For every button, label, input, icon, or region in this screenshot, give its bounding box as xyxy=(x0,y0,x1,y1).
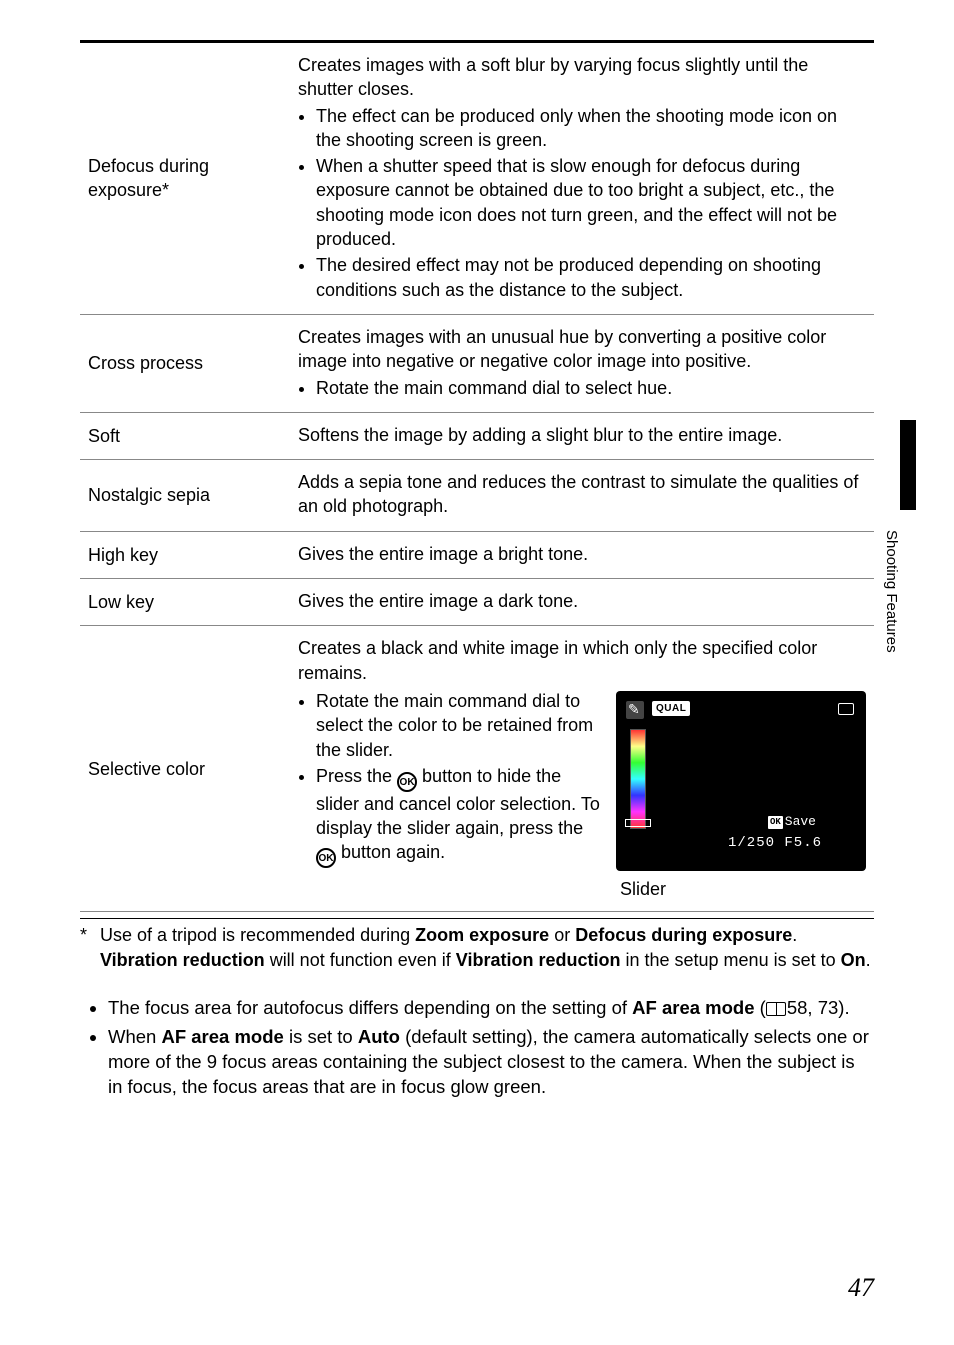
mode-description: Softens the image by adding a slight blu… xyxy=(290,412,874,459)
footnote-body: Use of a tripod is recommended during Zo… xyxy=(100,923,874,972)
slider-caption: Slider xyxy=(620,877,866,901)
mode-description: Creates images with a soft blur by varyi… xyxy=(290,42,874,315)
ok-save-label: OKSave xyxy=(768,813,816,831)
table-row: Selective colorCreates a black and white… xyxy=(80,626,874,912)
page-number: 47 xyxy=(848,1273,874,1303)
modes-table: Defocus during exposure*Creates images w… xyxy=(80,40,874,912)
mode-label: High key xyxy=(80,531,290,578)
book-icon xyxy=(766,1002,786,1016)
table-row: Low keyGives the entire image a dark ton… xyxy=(80,579,874,626)
table-row: SoftSoftens the image by adding a slight… xyxy=(80,412,874,459)
list-item: Rotate the main command dial to select t… xyxy=(316,689,604,762)
body-bullet-2: When AF area mode is set to Auto (defaul… xyxy=(108,1025,874,1100)
qual-badge: QUAL xyxy=(652,701,690,717)
mode-label: Soft xyxy=(80,412,290,459)
camera-screen: QUAL OKSave 1/250 F5.6 xyxy=(616,691,866,871)
list-item: Press the OK button to hide the slider a… xyxy=(316,764,604,869)
mode-label: Nostalgic sepia xyxy=(80,460,290,532)
table-row: Nostalgic sepiaAdds a sepia tone and red… xyxy=(80,460,874,532)
body-bullet-1: The focus area for autofocus differs dep… xyxy=(108,996,874,1021)
mode-description: Creates a black and white image in which… xyxy=(290,626,874,912)
footnote: * Use of a tripod is recommended during … xyxy=(80,918,874,972)
list-item: When a shutter speed that is slow enough… xyxy=(316,154,866,251)
mode-description: Gives the entire image a bright tone. xyxy=(290,531,874,578)
color-slider xyxy=(630,729,646,829)
table-row: Cross processCreates images with an unus… xyxy=(80,314,874,412)
section-indicator xyxy=(900,420,916,510)
footnote-star: * xyxy=(80,923,100,972)
mode-label: Defocus during exposure* xyxy=(80,42,290,315)
slider-thumb xyxy=(625,819,651,827)
mode-label: Selective color xyxy=(80,626,290,912)
mode-description: Adds a sepia tone and reduces the contra… xyxy=(290,460,874,532)
mode-label: Cross process xyxy=(80,314,290,412)
ok-icon: OK xyxy=(316,848,336,868)
body-bullets: The focus area for autofocus differs dep… xyxy=(80,996,874,1100)
exposure-readout: 1/250 F5.6 xyxy=(728,834,822,853)
mode-description: Creates images with an unusual hue by co… xyxy=(290,314,874,412)
list-item: The desired effect may not be produced d… xyxy=(316,253,866,302)
brush-icon xyxy=(626,701,644,719)
table-row: High keyGives the entire image a bright … xyxy=(80,531,874,578)
card-icon xyxy=(838,703,854,715)
slider-figure: QUAL OKSave 1/250 F5.6 Slider xyxy=(616,687,866,901)
list-item: Rotate the main command dial to select h… xyxy=(316,376,866,400)
mode-description: Gives the entire image a dark tone. xyxy=(290,579,874,626)
list-item: The effect can be produced only when the… xyxy=(316,104,866,153)
section-label: Shooting Features xyxy=(883,530,900,653)
ok-icon: OK xyxy=(397,772,417,792)
mode-label: Low key xyxy=(80,579,290,626)
table-row: Defocus during exposure*Creates images w… xyxy=(80,42,874,315)
side-tab: Shooting Features xyxy=(890,420,914,680)
